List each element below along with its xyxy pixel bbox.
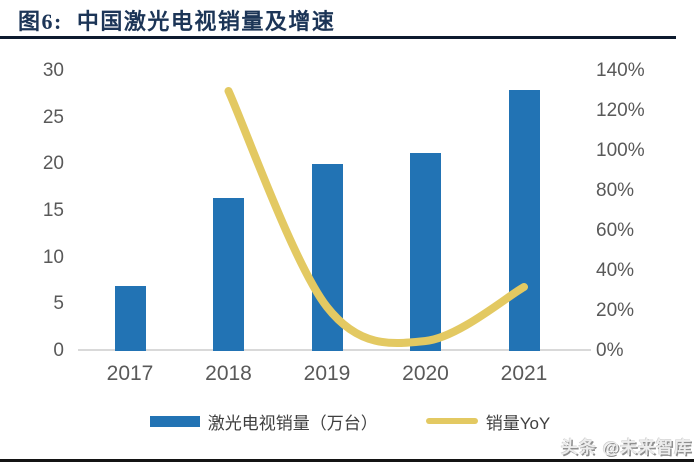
bottom-divider — [0, 459, 694, 462]
x-axis-label-2021: 2021 — [500, 362, 548, 385]
figure-title: 图6: 中国激光电视销量及增速 — [18, 9, 336, 34]
right-axis-tick: 120% — [596, 100, 645, 121]
watermark: 头条 @未来智库 — [560, 438, 692, 457]
left-axis-tick: 30 — [42, 60, 64, 81]
left-axis-tick: 0 — [53, 340, 64, 361]
left-axis-tick: 25 — [42, 106, 64, 128]
title-divider — [0, 36, 676, 39]
bar-2017 — [114, 285, 146, 351]
x-axis-label-2020: 2020 — [402, 362, 449, 385]
legend-line-swatch — [425, 418, 478, 424]
x-axis-label-2018: 2018 — [205, 362, 252, 385]
legend-item-yoy: 销量YoY — [425, 409, 551, 434]
right-axis-tick: 0% — [596, 340, 624, 361]
bar-2019 — [311, 164, 343, 351]
bar-2018 — [213, 197, 244, 351]
legend-label-yoy: 销量YoY — [485, 413, 551, 433]
legend-label-sales: 激光电视销量（万台） — [207, 413, 378, 433]
right-axis-tick: 60% — [596, 220, 635, 241]
x-axis-label-2017: 2017 — [106, 362, 154, 385]
right-axis-tick: 140% — [596, 60, 645, 81]
left-axis-tick: 10 — [42, 246, 64, 268]
right-axis-tick: 40% — [596, 260, 635, 281]
yoy-line-path — [224, 87, 528, 347]
x-axis-label-2019: 2019 — [303, 362, 351, 385]
right-axis-tick: 20% — [596, 300, 635, 321]
left-axis-tick: 5 — [53, 293, 64, 315]
right-axis-tick: 100% — [596, 140, 645, 161]
left-axis-tick: 15 — [42, 200, 64, 221]
bar-2021 — [508, 89, 540, 351]
chart-legend: 激光电视销量（万台） 销量YoY — [0, 406, 700, 436]
bar-2020 — [410, 153, 441, 351]
left-axis-tick: 20 — [42, 153, 64, 175]
legend-item-sales: 激光电视销量（万台） — [149, 409, 378, 434]
legend-bar-swatch — [149, 415, 200, 427]
right-axis-tick: 80% — [596, 180, 635, 201]
